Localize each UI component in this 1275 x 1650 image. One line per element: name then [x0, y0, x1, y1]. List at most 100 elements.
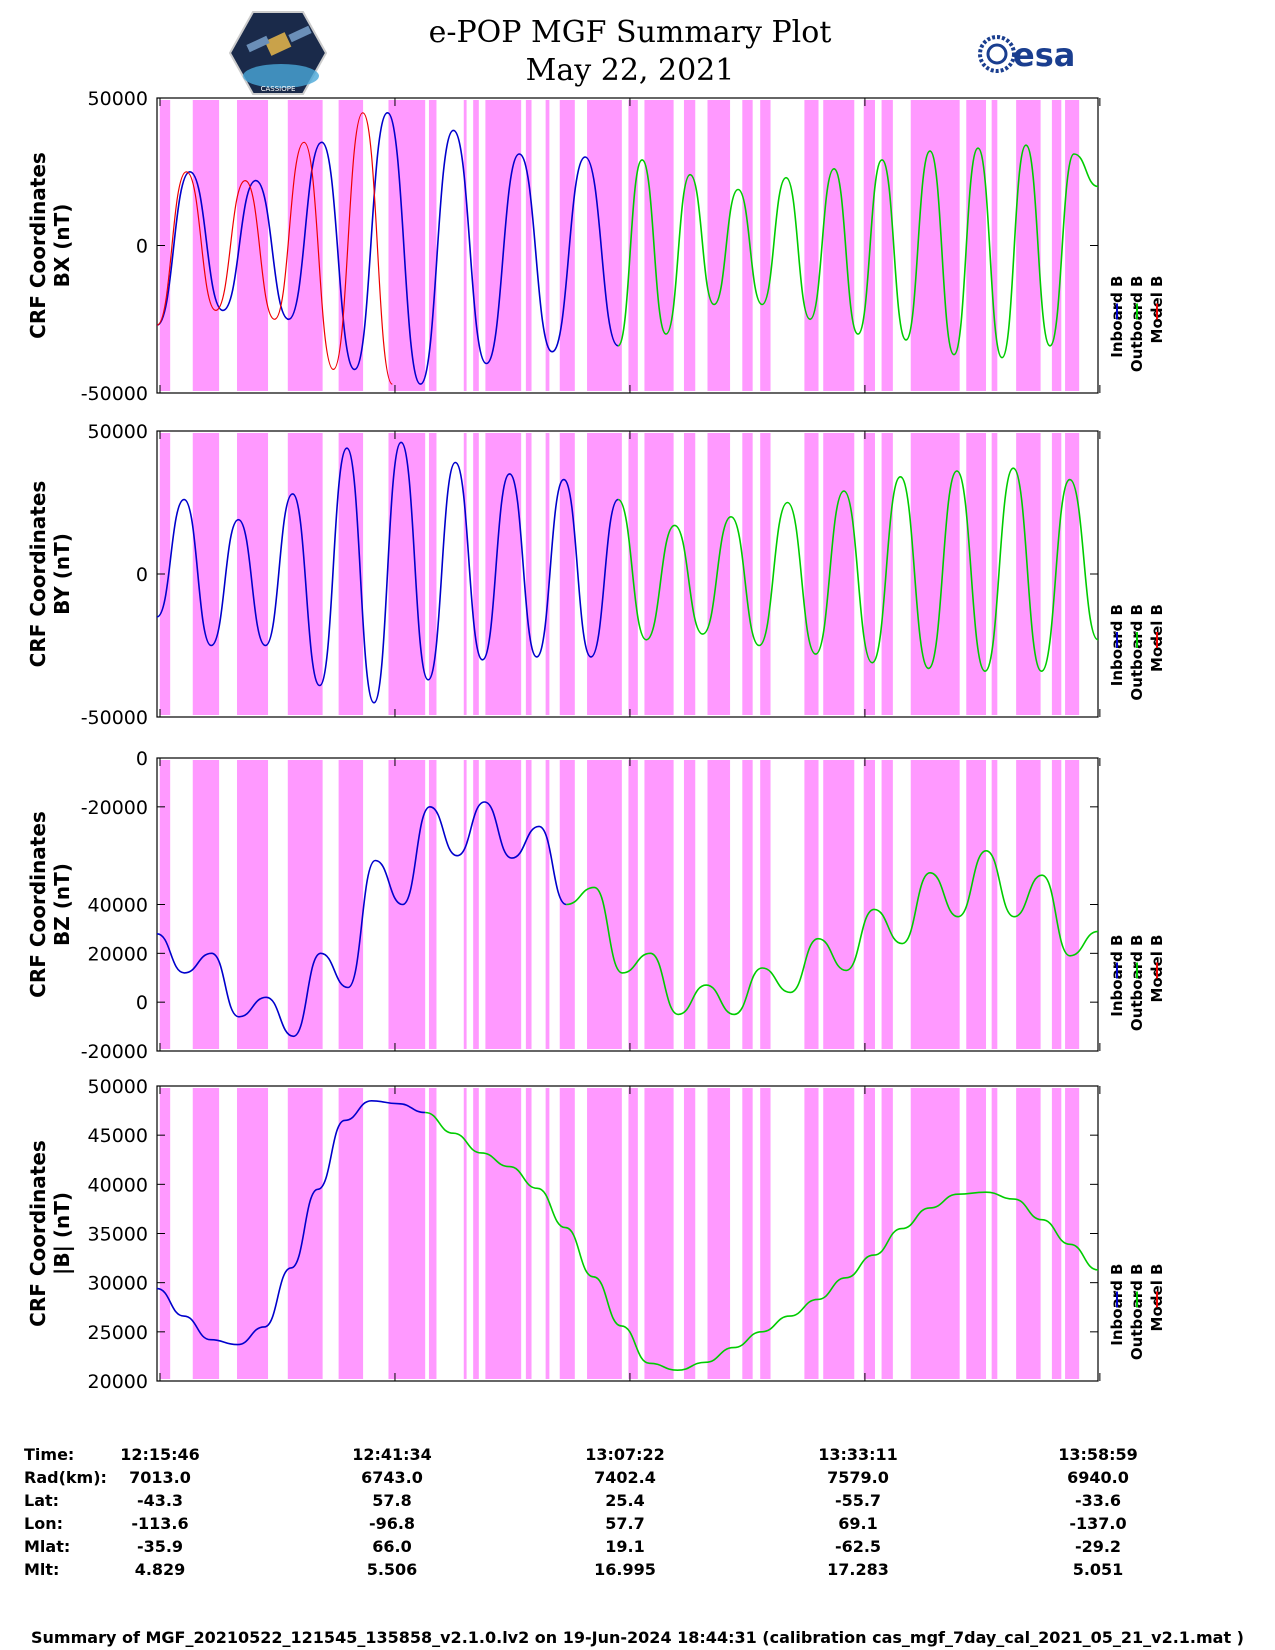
data-gap-band: [545, 100, 550, 391]
y-tick-label: 45000: [88, 1125, 148, 1147]
series-outboard-line: [566, 849, 1099, 1016]
data-gap-band: [559, 1088, 575, 1379]
y-tick-label: 0: [136, 236, 148, 258]
orbit-info-table: Time: 12:15:46 12:41:34 13:07:22 13:33:11 13:…: [0, 1445, 1275, 1620]
info-cell: 5.506: [366, 1560, 418, 1579]
y-tick-label: 20000: [88, 943, 148, 965]
info-cell: 12:41:34: [352, 1445, 432, 1464]
data-gap-band: [587, 760, 622, 1049]
series-inboard-line: [156, 1099, 426, 1346]
info-cell: 17.283: [827, 1560, 889, 1579]
data-gap-band: [473, 100, 479, 391]
panel-bz: 0 -20000 40000 20000 0 -20000 CRF CoordinatesB…: [26, 748, 1166, 1063]
data-gap-band: [236, 1088, 269, 1379]
data-gap-band: [559, 100, 575, 391]
info-row-label: Rad(km):: [24, 1468, 107, 1487]
data-gap-band: [966, 1088, 987, 1379]
data-gap-band: [760, 100, 771, 391]
info-cell: -29.2: [1074, 1537, 1122, 1556]
data-gap-band: [236, 760, 269, 1049]
data-gap-band: [991, 100, 998, 391]
data-gap-band: [881, 433, 893, 715]
data-gap-band: [559, 433, 575, 715]
data-gap-band: [683, 760, 696, 1049]
data-gap-band: [473, 760, 479, 1049]
y-tick-label: 40000: [88, 895, 148, 917]
y-axis-label: CRF CoordinatesBX (nT): [26, 152, 74, 339]
info-cell: 6743.0: [361, 1468, 423, 1487]
data-gap-band: [192, 760, 220, 1049]
data-gap-band: [485, 1088, 522, 1379]
y-tick-label: 0: [136, 564, 148, 586]
info-cell: -43.3: [136, 1491, 184, 1510]
data-gap-band: [1065, 433, 1080, 715]
data-gap-band: [644, 433, 674, 715]
data-gap-band: [991, 433, 998, 715]
data-gap-band: [644, 1088, 674, 1379]
data-gap-band: [473, 1088, 479, 1379]
data-gap-band: [910, 100, 960, 391]
legend-entry: Outboard B: [1128, 276, 1146, 373]
info-cell: 57.7: [605, 1514, 645, 1533]
data-gap-band: [388, 100, 426, 391]
y-tick-label: 50000: [88, 421, 148, 443]
data-gap-band: [881, 1088, 893, 1379]
data-gap-band: [287, 100, 323, 391]
data-gap-band: [863, 760, 875, 1049]
data-gap-band: [1016, 100, 1041, 391]
info-cell: 19.1: [605, 1537, 645, 1556]
y-tick-label: 30000: [88, 1273, 148, 1295]
data-gap-band: [760, 433, 771, 715]
data-gap-band: [388, 1088, 426, 1379]
data-gap-band: [863, 433, 875, 715]
info-cell: -62.5: [834, 1537, 882, 1556]
title-date: May 22, 2021: [525, 53, 735, 88]
series-outboard-line: [617, 467, 1099, 673]
info-cell: 25.4: [605, 1491, 645, 1510]
data-gap-band: [428, 760, 437, 1049]
info-cell: -33.6: [1074, 1491, 1122, 1510]
info-cell: 5.051: [1072, 1560, 1124, 1579]
data-gap-band: [1065, 100, 1080, 391]
data-gap-band: [823, 760, 855, 1049]
info-row-label: Lon:: [24, 1514, 63, 1533]
data-gap-band: [1051, 100, 1062, 391]
series-model-line: [156, 112, 393, 385]
data-gap-band: [760, 1088, 771, 1379]
data-gap-band: [707, 433, 731, 715]
data-gap-band: [587, 100, 622, 391]
data-gap-band: [388, 760, 426, 1049]
data-gap-band: [1065, 1088, 1080, 1379]
data-gap-band: [683, 1088, 696, 1379]
data-gap-band: [545, 760, 550, 1049]
data-gap-band: [628, 1088, 638, 1379]
legend-entry: Outboard B: [1128, 604, 1146, 701]
data-gap-band: [991, 760, 998, 1049]
data-gap-band: [463, 433, 467, 715]
plot-title: e-POP MGF Summary Plot May 22, 2021: [400, 14, 860, 90]
data-gap-band: [804, 100, 819, 391]
data-gap-band: [863, 1088, 875, 1379]
data-gap-band: [823, 433, 855, 715]
info-cell: -55.7: [834, 1491, 882, 1510]
series-outboard-line: [617, 144, 1099, 359]
data-gap-band: [1065, 760, 1080, 1049]
data-gap-band: [338, 1088, 364, 1379]
esa-logo: esa: [975, 32, 1095, 80]
info-cell: 13:58:59: [1058, 1445, 1138, 1464]
data-gap-band: [587, 1088, 622, 1379]
data-gap-band: [463, 100, 467, 391]
data-gap-band: [428, 1088, 437, 1379]
data-gap-band: [823, 100, 855, 391]
data-gap-band: [966, 100, 987, 391]
data-gap-band: [545, 433, 550, 715]
info-cell: 4.829: [134, 1560, 186, 1579]
data-gap-band: [338, 433, 364, 715]
data-gap-band: [525, 760, 532, 1049]
data-gap-band: [628, 760, 638, 1049]
data-gap-band: [428, 100, 437, 391]
footer-summary: Summary of MGF_20210522_121545_135858_v2…: [31, 1628, 1244, 1647]
legend-entry: Outboard B: [1128, 1264, 1146, 1361]
